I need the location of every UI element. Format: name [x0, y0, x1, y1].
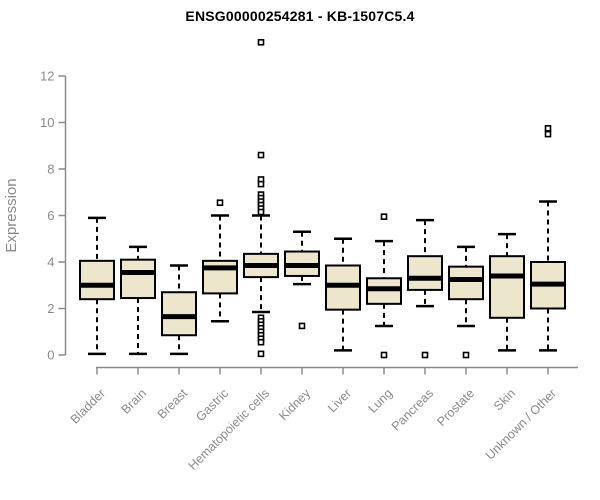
box-unknown-other — [530, 125, 566, 352]
y-axis: 0 2 4 6 8 10 12 Expression — [3, 69, 67, 363]
box-gastric — [202, 199, 238, 323]
outlier-point — [421, 351, 429, 359]
outlier-point — [257, 338, 265, 346]
y-tick-label: 4 — [47, 255, 54, 270]
box-pancreas — [407, 218, 443, 359]
x-tick-label: Skin — [491, 386, 518, 413]
x-tick-label: Brain — [119, 386, 150, 417]
box-breast — [161, 264, 197, 356]
y-tick-label: 6 — [47, 208, 54, 223]
iqr-box — [161, 291, 197, 337]
outlier-point — [257, 151, 265, 159]
iqr-box — [489, 255, 525, 319]
x-tick-label: Liver — [325, 386, 354, 415]
outlier-point — [298, 322, 306, 330]
x-tick-label: Prostate — [434, 386, 477, 429]
box-bladder — [79, 216, 115, 356]
iqr-box — [79, 259, 115, 301]
box-prostate — [448, 245, 484, 359]
outlier-point — [544, 130, 552, 138]
x-tick-label: Unknown / Other — [483, 386, 559, 462]
outlier-point — [462, 351, 470, 359]
chart-title: ENSG00000254281 - KB-1507C5.4 — [185, 8, 415, 24]
x-tick-label: Lung — [366, 386, 396, 416]
iqr-box — [448, 265, 484, 301]
box-brain — [120, 245, 156, 356]
outlier-point — [216, 199, 224, 207]
outlier-point — [257, 180, 265, 188]
y-tick-label: 0 — [47, 348, 54, 363]
box-liver — [325, 237, 361, 352]
box-skin — [489, 232, 525, 352]
x-tick-label: Breast — [155, 386, 191, 422]
x-tick-label: Pancreas — [389, 386, 436, 433]
y-tick-label: 12 — [40, 69, 54, 84]
iqr-box — [407, 255, 443, 291]
box-hematopoietic-cells — [243, 38, 279, 358]
y-tick-label: 10 — [40, 115, 54, 130]
outlier-point — [544, 125, 552, 132]
outlier-point — [257, 38, 265, 46]
x-tick-label: Bladder — [68, 386, 108, 426]
x-tick-label: Hematopoietic cells — [186, 386, 273, 473]
x-tick-label: Gastric — [193, 386, 231, 424]
outlier-point — [257, 208, 265, 216]
outlier-point — [380, 351, 388, 359]
x-tick-label: Kidney — [276, 386, 313, 423]
box-kidney — [284, 230, 320, 330]
y-axis-title: Expression — [3, 178, 20, 252]
y-tick-label: 2 — [47, 301, 54, 316]
outlier-point — [257, 350, 265, 358]
iqr-box — [120, 258, 156, 300]
outlier-point — [380, 213, 388, 220]
box-lung — [366, 213, 402, 359]
y-tick-label: 8 — [47, 162, 54, 177]
